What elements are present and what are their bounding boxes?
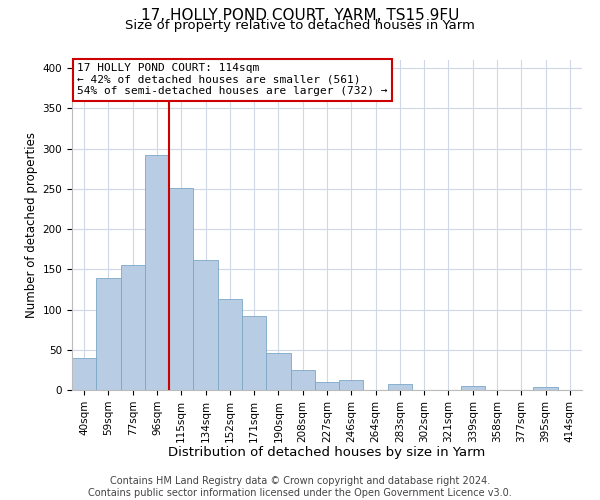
- Text: Size of property relative to detached houses in Yarm: Size of property relative to detached ho…: [125, 19, 475, 32]
- Text: 17, HOLLY POND COURT, YARM, TS15 9FU: 17, HOLLY POND COURT, YARM, TS15 9FU: [141, 8, 459, 22]
- Bar: [218, 299, 242, 390]
- Bar: [72, 358, 96, 390]
- Bar: [121, 265, 145, 390]
- Bar: [533, 387, 558, 390]
- Bar: [266, 353, 290, 390]
- Text: Contains HM Land Registry data © Crown copyright and database right 2024.
Contai: Contains HM Land Registry data © Crown c…: [88, 476, 512, 498]
- X-axis label: Distribution of detached houses by size in Yarm: Distribution of detached houses by size …: [169, 446, 485, 459]
- Bar: [169, 188, 193, 390]
- Bar: [388, 384, 412, 390]
- Y-axis label: Number of detached properties: Number of detached properties: [25, 132, 38, 318]
- Text: 17 HOLLY POND COURT: 114sqm
← 42% of detached houses are smaller (561)
54% of se: 17 HOLLY POND COURT: 114sqm ← 42% of det…: [77, 64, 388, 96]
- Bar: [145, 155, 169, 390]
- Bar: [290, 370, 315, 390]
- Bar: [461, 386, 485, 390]
- Bar: [315, 382, 339, 390]
- Bar: [96, 278, 121, 390]
- Bar: [193, 260, 218, 390]
- Bar: [242, 316, 266, 390]
- Bar: [339, 380, 364, 390]
